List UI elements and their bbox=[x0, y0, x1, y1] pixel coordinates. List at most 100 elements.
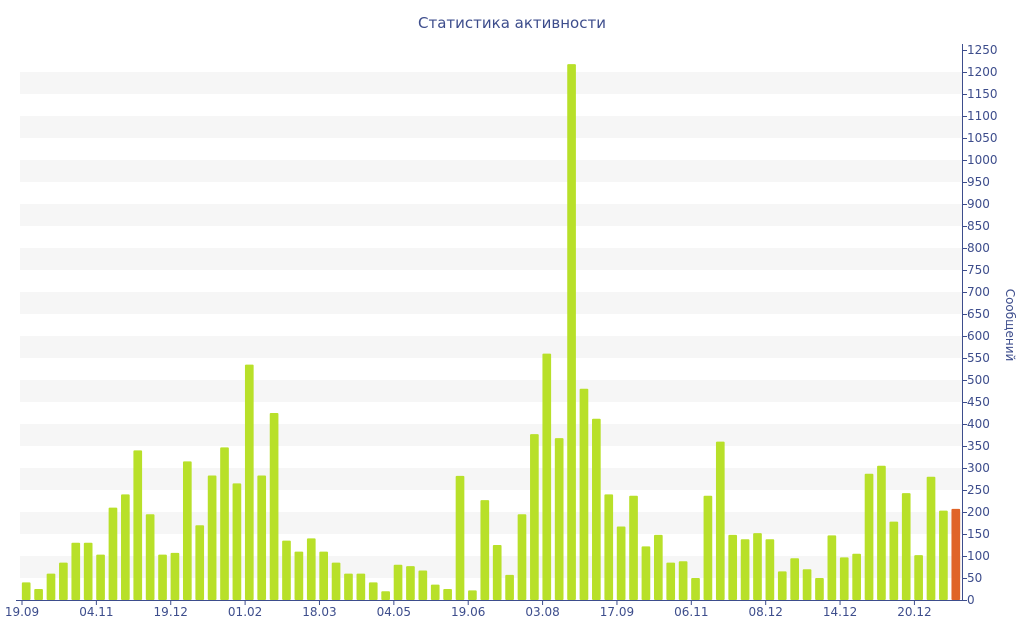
bar[interactable] bbox=[282, 540, 291, 600]
bar[interactable] bbox=[443, 589, 452, 600]
bar[interactable] bbox=[418, 570, 428, 600]
y-axis-label: Сообщений bbox=[1003, 289, 1017, 362]
y-tick-label: 850 bbox=[967, 219, 990, 233]
bar[interactable] bbox=[220, 447, 229, 600]
bar[interactable] bbox=[83, 542, 93, 600]
bar[interactable] bbox=[877, 465, 886, 600]
bar[interactable] bbox=[430, 584, 440, 600]
bar[interactable] bbox=[765, 539, 775, 600]
x-tick-label: 06.11 bbox=[674, 605, 708, 619]
bar[interactable] bbox=[34, 589, 43, 600]
bar[interactable] bbox=[158, 554, 167, 600]
bar[interactable] bbox=[182, 461, 192, 600]
bar[interactable] bbox=[480, 500, 490, 600]
bar[interactable] bbox=[901, 493, 911, 600]
grid-band bbox=[20, 380, 962, 402]
bar[interactable] bbox=[815, 578, 824, 600]
y-tick-label: 150 bbox=[967, 527, 990, 541]
bar[interactable] bbox=[207, 475, 217, 600]
bar-current[interactable] bbox=[951, 508, 961, 600]
bar[interactable] bbox=[542, 353, 552, 600]
bar[interactable] bbox=[926, 476, 936, 600]
bar[interactable] bbox=[567, 64, 576, 600]
bar[interactable] bbox=[839, 557, 849, 600]
bar[interactable] bbox=[406, 566, 415, 600]
bar[interactable] bbox=[344, 573, 353, 600]
bar[interactable] bbox=[802, 569, 812, 600]
bar[interactable] bbox=[728, 534, 738, 600]
bar[interactable] bbox=[753, 533, 762, 600]
bar[interactable] bbox=[691, 578, 700, 600]
bar[interactable] bbox=[257, 475, 267, 600]
bar[interactable] bbox=[616, 526, 626, 600]
bar[interactable] bbox=[703, 495, 713, 600]
grid-band bbox=[20, 248, 962, 270]
grid-bands bbox=[20, 72, 962, 578]
y-tick-label: 100 bbox=[967, 549, 990, 563]
bar[interactable] bbox=[592, 418, 601, 600]
bar[interactable] bbox=[145, 514, 155, 600]
bar[interactable] bbox=[790, 558, 800, 600]
bar[interactable] bbox=[505, 574, 514, 600]
bar[interactable] bbox=[517, 514, 527, 600]
bar[interactable] bbox=[59, 562, 68, 600]
bar[interactable] bbox=[715, 441, 725, 600]
bar[interactable] bbox=[108, 507, 118, 600]
bar[interactable] bbox=[914, 555, 923, 600]
bar[interactable] bbox=[368, 582, 378, 600]
bar[interactable] bbox=[306, 538, 316, 600]
bar[interactable] bbox=[294, 551, 304, 600]
y-tick-label: 200 bbox=[967, 505, 990, 519]
bar[interactable] bbox=[579, 388, 589, 600]
bar[interactable] bbox=[393, 564, 403, 600]
y-tick-label: 50 bbox=[967, 571, 982, 585]
bar[interactable] bbox=[740, 539, 750, 600]
y-tick-label: 650 bbox=[967, 307, 990, 321]
y-tick-label: 900 bbox=[967, 197, 990, 211]
bar[interactable] bbox=[121, 494, 130, 600]
bar[interactable] bbox=[170, 552, 180, 600]
bar[interactable] bbox=[46, 573, 56, 600]
bar[interactable] bbox=[889, 521, 899, 600]
bar[interactable] bbox=[71, 542, 81, 600]
bar[interactable] bbox=[777, 571, 787, 600]
y-tick-label: 0 bbox=[967, 593, 975, 607]
x-tick-label: 20.12 bbox=[897, 605, 931, 619]
grid-band bbox=[20, 160, 962, 182]
bar[interactable] bbox=[864, 473, 874, 600]
x-tick-label: 08.12 bbox=[749, 605, 783, 619]
y-tick-label: 700 bbox=[967, 285, 990, 299]
y-tick-label: 500 bbox=[967, 373, 990, 387]
bar[interactable] bbox=[195, 525, 205, 600]
bar[interactable] bbox=[641, 546, 651, 600]
bar[interactable] bbox=[827, 535, 837, 600]
bar[interactable] bbox=[381, 591, 390, 600]
bar[interactable] bbox=[939, 510, 948, 600]
y-tick-label: 550 bbox=[967, 351, 990, 365]
bar[interactable] bbox=[604, 494, 614, 600]
bar[interactable] bbox=[629, 495, 638, 600]
bar[interactable] bbox=[232, 483, 242, 600]
bar[interactable] bbox=[96, 554, 105, 600]
bar[interactable] bbox=[492, 545, 502, 600]
bar[interactable] bbox=[666, 562, 676, 600]
bar[interactable] bbox=[21, 582, 31, 600]
bar[interactable] bbox=[554, 438, 564, 600]
bar[interactable] bbox=[455, 475, 465, 600]
bar[interactable] bbox=[244, 364, 254, 600]
x-tick-label: 18.03 bbox=[302, 605, 336, 619]
bar[interactable] bbox=[319, 551, 329, 600]
bar[interactable] bbox=[852, 553, 861, 600]
bar[interactable] bbox=[468, 590, 477, 600]
bars bbox=[21, 64, 961, 600]
bar[interactable] bbox=[269, 413, 279, 600]
bar[interactable] bbox=[331, 562, 341, 600]
bar[interactable] bbox=[356, 573, 366, 600]
grid-band bbox=[20, 556, 962, 578]
grid-band bbox=[20, 204, 962, 226]
bar[interactable] bbox=[653, 534, 663, 600]
bar[interactable] bbox=[133, 450, 143, 600]
bar[interactable] bbox=[678, 561, 688, 600]
bar[interactable] bbox=[530, 434, 539, 600]
x-tick-label: 04.11 bbox=[79, 605, 113, 619]
